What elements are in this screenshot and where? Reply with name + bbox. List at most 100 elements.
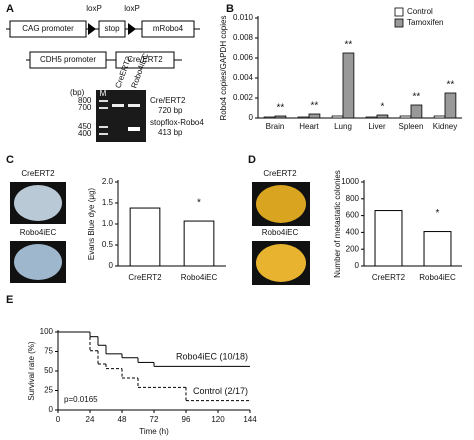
x-tick-label: Heart <box>299 122 319 131</box>
promoter-box <box>9 20 87 38</box>
x-tick-label: CreERT2 <box>372 273 406 282</box>
x-tick-label: CreERT2 <box>128 273 162 282</box>
image-label: Robo4iEC <box>20 228 57 237</box>
stop-text: stop <box>104 24 120 33</box>
significance: ** <box>311 101 319 112</box>
legend-label: Tamoxifen <box>407 18 443 27</box>
legend-swatch <box>394 18 404 28</box>
x-tick-label: Liver <box>368 122 386 131</box>
gel-band <box>128 104 140 107</box>
x-tick-label: Kidney <box>433 122 457 131</box>
y-tick-label: 1.0 <box>102 219 114 228</box>
lung <box>256 185 306 223</box>
bar <box>423 231 452 267</box>
bar <box>129 207 161 267</box>
gene-box <box>115 51 175 69</box>
y-tick-label: 0.010 <box>233 13 254 22</box>
x-tick-label: Robo4iEC <box>419 273 456 282</box>
y-axis-label: Robo4 copies/GAPDH copies <box>219 16 228 121</box>
x-tick-label: Spleen <box>399 122 424 131</box>
p-value: p=0.0165 <box>64 395 98 404</box>
bar <box>376 114 389 119</box>
bar <box>297 116 310 119</box>
x-tick-label: 72 <box>150 415 159 424</box>
significance: ** <box>277 103 285 114</box>
marker-label: 800 <box>78 96 92 105</box>
y-tick-label: 0 <box>109 261 114 270</box>
y-tick-label: 600 <box>346 211 360 220</box>
x-tick-label: 96 <box>182 415 191 424</box>
significance: * <box>380 102 384 113</box>
x-tick-label: Brain <box>266 122 285 131</box>
x-tick-label: Lung <box>334 122 352 131</box>
x-tick-label: Robo4iEC <box>181 273 218 282</box>
panel-label: C <box>6 154 14 166</box>
y-tick-label: 1.5 <box>102 198 114 207</box>
marker-band <box>99 100 108 102</box>
legend-label: Control <box>407 7 433 16</box>
lung <box>256 244 306 282</box>
stop-box <box>98 20 126 38</box>
lung <box>14 185 62 221</box>
y-tick-label: 0.002 <box>233 93 254 102</box>
y-tick-label: 75 <box>44 347 53 356</box>
y-axis-label: Number of metastatic colonies <box>333 170 342 278</box>
panel-label: E <box>6 294 13 306</box>
gene-text: Cre/ERT2 <box>127 55 163 64</box>
y-tick-label: 0.5 <box>102 240 114 249</box>
legend-swatch <box>394 7 404 17</box>
y-tick-label: 0 <box>355 261 360 270</box>
gel-unit: (bp) <box>70 88 85 97</box>
bar <box>331 115 344 119</box>
y-tick-label: 0.004 <box>233 73 254 82</box>
y-tick-label: 2.0 <box>102 177 114 186</box>
x-tick-label: 0 <box>56 415 61 424</box>
y-tick-label: 0 <box>49 405 54 414</box>
y-tick-label: 100 <box>40 327 54 336</box>
x-tick-label: 48 <box>118 415 127 424</box>
bar <box>263 116 276 119</box>
promoter-text: CDH5 promoter <box>40 55 96 64</box>
y-axis-label: Evans Blue dye (μg) <box>87 188 96 261</box>
y-tick-label: 1000 <box>341 177 359 186</box>
marker-band <box>99 133 108 135</box>
x-tick-label: 24 <box>86 415 95 424</box>
loxp-label: loxP <box>86 4 102 13</box>
band-size: 720 bp <box>158 106 183 115</box>
promoter-box <box>29 51 107 69</box>
significance: ** <box>447 80 455 91</box>
significance: * <box>197 198 201 209</box>
bar <box>365 116 378 119</box>
bar <box>374 210 403 267</box>
marker-band <box>99 107 108 109</box>
bar <box>433 115 446 119</box>
loxp-arrow <box>88 23 96 35</box>
band-size: 413 bp <box>158 128 183 137</box>
y-tick-label: 0.008 <box>233 33 254 42</box>
bar <box>399 115 412 119</box>
lung <box>14 244 62 280</box>
image-label: CreERT2 <box>21 169 55 178</box>
series-label: Robo4iEC (10/18) <box>176 352 248 362</box>
band-label: stopflox-Robo4 <box>150 118 204 127</box>
y-axis-label: Survival rate (%) <box>27 341 36 400</box>
gene-box <box>141 20 195 38</box>
marker-label: 450 <box>78 122 92 131</box>
y-tick-label: 800 <box>346 194 360 203</box>
series-label: Control (2/17) <box>193 386 248 396</box>
y-tick-label: 0 <box>249 113 254 122</box>
y-tick-label: 400 <box>346 228 360 237</box>
y-tick-label: 0.006 <box>233 53 254 62</box>
band-label: Cre/ERT2 <box>150 96 186 105</box>
x-tick-label: 120 <box>211 415 225 424</box>
y-tick-label: 25 <box>44 386 53 395</box>
significance: * <box>436 208 440 219</box>
loxp-arrow <box>128 23 136 35</box>
y-tick-label: 200 <box>346 244 360 253</box>
gene-text: mRobo4 <box>153 24 184 33</box>
lane-label: M <box>100 89 107 98</box>
bar <box>342 52 355 119</box>
significance: ** <box>413 92 421 103</box>
bar <box>274 115 287 119</box>
